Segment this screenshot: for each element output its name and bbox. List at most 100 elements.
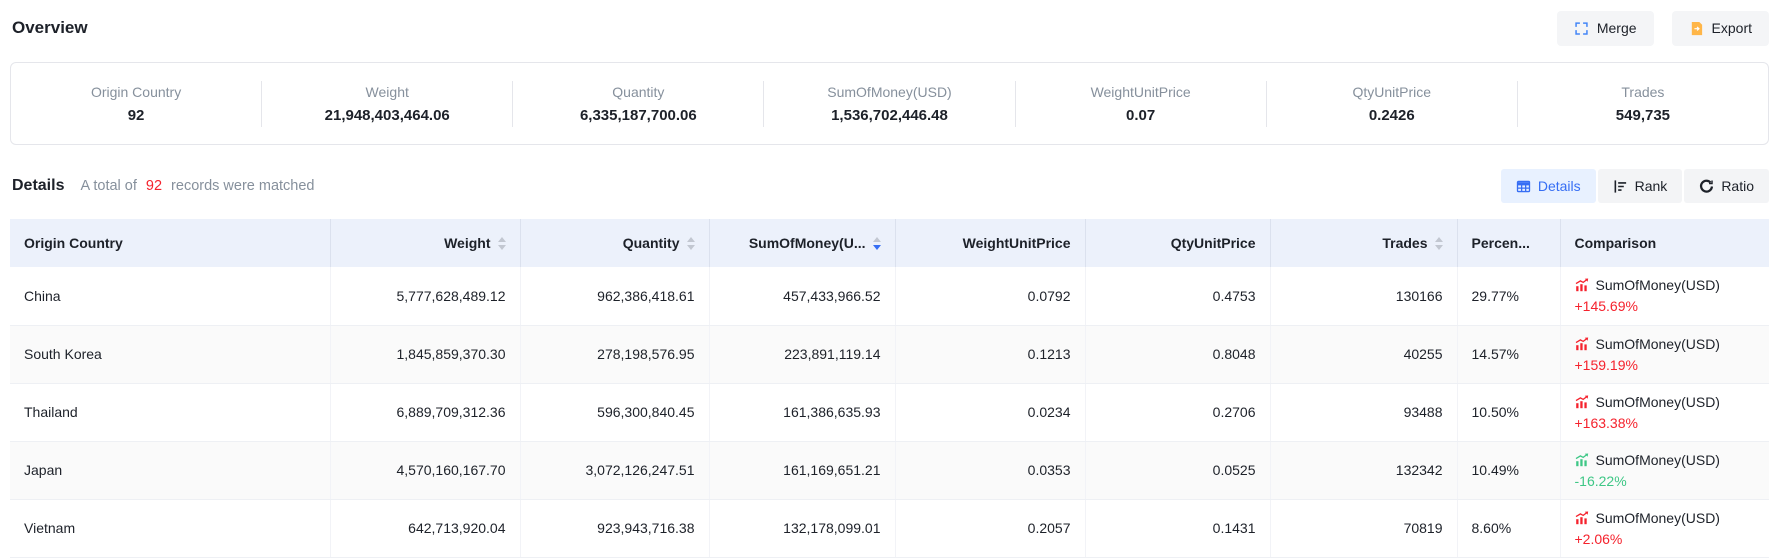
- cell-qty-unit-price: 0.4753: [1085, 267, 1271, 326]
- comparison-metric-label: SumOfMoney(USD): [1595, 451, 1720, 468]
- ratio-icon: [1699, 179, 1714, 194]
- records-count: 92: [145, 178, 163, 194]
- cell-weight-unit-price: 0.1213: [895, 325, 1086, 384]
- stat-value: 0.07: [1126, 106, 1156, 124]
- stat-label: Weight: [365, 83, 409, 100]
- column-header-origin-country: Origin Country: [10, 219, 331, 267]
- column-header-comparison: Comparison: [1560, 219, 1769, 267]
- column-label: QtyUnitPrice: [1170, 235, 1256, 251]
- cell-percentage: 10.49%: [1457, 441, 1561, 500]
- cell-sum-of-money: 161,169,651.21: [709, 441, 896, 500]
- merge-icon: [1574, 21, 1589, 36]
- cell-qty-unit-price: 0.2706: [1085, 383, 1271, 442]
- cell-quantity: 923,943,716.38: [520, 499, 710, 558]
- stat-label: WeightUnitPrice: [1090, 83, 1191, 100]
- column-header-qty-unit-price: QtyUnitPrice: [1085, 219, 1271, 267]
- comparison-metric-label: SumOfMoney(USD): [1595, 509, 1720, 526]
- topbar: Overview Merge Export: [10, 0, 1769, 56]
- stat-value: 549,735: [1615, 106, 1671, 124]
- cell-origin-country: Thailand: [10, 383, 331, 442]
- cell-quantity: 962,386,418.61: [520, 267, 710, 326]
- merge-button[interactable]: Merge: [1556, 10, 1654, 46]
- cell-quantity: 3,072,126,247.51: [520, 441, 710, 500]
- overview-stat: Trades 549,735: [1516, 80, 1768, 127]
- overview-stat: SumOfMoney(USD) 1,536,702,446.48: [763, 80, 1014, 127]
- tab-details[interactable]: Details: [1500, 169, 1596, 203]
- comparison-cell: SumOfMoney(USD) +2.06%: [1560, 499, 1769, 558]
- sort-icon[interactable]: [497, 236, 506, 250]
- cell-trades: 132342: [1270, 441, 1458, 500]
- cell-weight: 1,845,859,370.30: [330, 325, 521, 384]
- overview-stats: Origin Country 92 Weight 21,948,403,464.…: [11, 80, 1768, 127]
- table-row: Vietnam 642,713,920.04 923,943,716.38 13…: [10, 499, 1769, 558]
- cell-quantity: 596,300,840.45: [520, 383, 710, 442]
- cell-weight-unit-price: 0.0234: [895, 383, 1086, 442]
- comparison-change-value: -16.22%: [1574, 472, 1627, 489]
- stat-value: 1,536,702,446.48: [831, 106, 948, 124]
- records-summary: A total of 92 records were matched: [80, 178, 314, 194]
- cell-trades: 40255: [1270, 325, 1458, 384]
- details-title: Details: [12, 177, 65, 194]
- cell-weight: 642,713,920.04: [330, 499, 521, 558]
- tab-rank[interactable]: Rank: [1597, 169, 1683, 203]
- table-row: South Korea 1,845,859,370.30 278,198,576…: [10, 325, 1769, 384]
- comparison-cell: SumOfMoney(USD) +163.38%: [1560, 383, 1769, 442]
- cell-trades: 70819: [1270, 499, 1458, 558]
- column-header-weight[interactable]: Weight: [330, 219, 521, 267]
- stat-label: SumOfMoney(USD): [827, 83, 952, 100]
- rank-icon: [1613, 179, 1628, 194]
- trend-chart-icon: [1575, 395, 1589, 409]
- cell-trades: 93488: [1270, 383, 1458, 442]
- export-file-icon: [1689, 21, 1704, 36]
- cell-origin-country: South Korea: [10, 325, 331, 384]
- column-header-sum-of-money[interactable]: SumOfMoney(U...: [709, 219, 896, 267]
- comparison-change-value: +159.19%: [1574, 356, 1638, 373]
- cell-weight-unit-price: 0.2057: [895, 499, 1086, 558]
- export-button[interactable]: Export: [1671, 10, 1769, 46]
- comparison-change-value: +163.38%: [1574, 414, 1638, 431]
- column-header-trades[interactable]: Trades: [1270, 219, 1458, 267]
- comparison-metric-label: SumOfMoney(USD): [1595, 277, 1720, 294]
- cell-weight-unit-price: 0.0792: [895, 267, 1086, 326]
- column-label: Comparison: [1574, 235, 1657, 251]
- comparison-metric-label: SumOfMoney(USD): [1595, 335, 1720, 352]
- cell-percentage: 14.57%: [1457, 325, 1561, 384]
- stat-value: 0.2426: [1368, 106, 1415, 124]
- details-table-header: Origin Country Weight Quantity SumOfMone…: [10, 219, 1769, 267]
- cell-percentage: 8.60%: [1457, 499, 1561, 558]
- cell-origin-country: Japan: [10, 441, 331, 500]
- cell-percentage: 29.77%: [1457, 267, 1561, 326]
- sort-icon[interactable]: [686, 236, 695, 250]
- column-label: WeightUnitPrice: [962, 235, 1071, 251]
- cell-origin-country: Vietnam: [10, 499, 331, 558]
- column-label: Weight: [444, 235, 491, 251]
- overview-stat: Quantity 6,335,187,700.06: [512, 80, 763, 127]
- overview-stat: QtyUnitPrice 0.2426: [1265, 80, 1517, 127]
- details-table-body: China 5,777,628,489.12 962,386,418.61 45…: [10, 267, 1769, 558]
- cell-origin-country: China: [10, 267, 331, 326]
- column-header-quantity[interactable]: Quantity: [520, 219, 710, 267]
- stat-label: Origin Country: [90, 83, 182, 100]
- stat-label: QtyUnitPrice: [1352, 83, 1432, 100]
- trend-chart-icon: [1575, 453, 1589, 467]
- sort-icon[interactable]: [1434, 236, 1443, 250]
- tab-ratio[interactable]: Ratio: [1684, 169, 1769, 203]
- overview-stat: Origin Country 92: [11, 81, 261, 127]
- export-button-label: Export: [1711, 20, 1752, 36]
- cell-qty-unit-price: 0.1431: [1085, 499, 1271, 558]
- trend-chart-icon: [1575, 511, 1589, 525]
- summary-prefix: A total of: [80, 178, 137, 194]
- tab-rank-label: Rank: [1634, 178, 1668, 194]
- details-heading: Details A total of 92 records were matched: [10, 177, 315, 195]
- column-label: Percen...: [1471, 235, 1530, 251]
- comparison-change-value: +2.06%: [1574, 530, 1623, 547]
- sort-icon-active-desc[interactable]: [872, 236, 881, 250]
- overview-stat: Weight 21,948,403,464.06: [261, 80, 512, 127]
- comparison-change-value: +145.69%: [1574, 298, 1638, 315]
- column-label: Trades: [1382, 235, 1428, 251]
- overview-stat: WeightUnitPrice 0.07: [1014, 80, 1266, 127]
- page-title: Overview: [12, 18, 88, 37]
- details-bar: Details A total of 92 records were matched…: [10, 167, 1769, 205]
- tab-ratio-label: Ratio: [1721, 178, 1754, 194]
